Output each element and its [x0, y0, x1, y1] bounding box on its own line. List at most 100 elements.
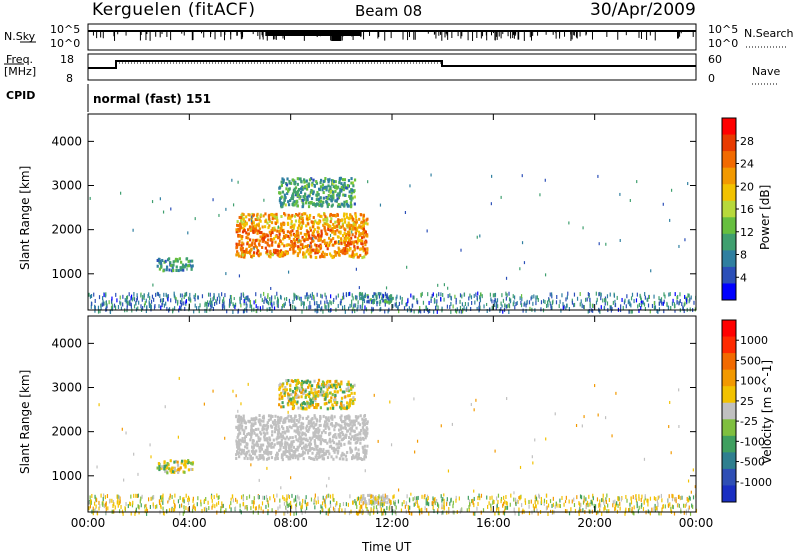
echo-cell [482, 508, 485, 513]
echo-cell [614, 303, 616, 308]
echo-cell [329, 422, 332, 426]
echo-cell [185, 292, 187, 297]
echo-cell [329, 308, 331, 313]
echo-cell [137, 504, 139, 509]
echo-cell [311, 248, 314, 252]
echo-cell [422, 300, 425, 305]
echo-cell [597, 174, 599, 178]
echo-cell [654, 503, 656, 508]
echo-cell [648, 294, 650, 299]
y-tick-label: 4000 [51, 336, 82, 350]
echo-cell [339, 505, 341, 510]
echo-cell [344, 454, 348, 458]
echo-cell [520, 495, 522, 500]
echo-cell [613, 293, 616, 298]
echo-cell [266, 452, 269, 456]
echo-cell [259, 445, 262, 449]
echo-cell [310, 183, 314, 187]
echo-cell [309, 442, 313, 446]
echo-cell [360, 494, 362, 499]
echo-cell [360, 428, 363, 432]
echo-cell [361, 298, 365, 302]
echo-cell [361, 417, 364, 421]
echo-cell [595, 511, 598, 516]
echo-cell [151, 294, 154, 299]
echo-cell [294, 392, 298, 396]
echo-cell [329, 224, 332, 228]
echo-cell [287, 410, 289, 414]
echo-cell [513, 300, 515, 305]
echo-cell [356, 433, 359, 437]
echo-cell [280, 184, 283, 188]
echo-cell [309, 424, 312, 428]
echo-cell [362, 230, 365, 234]
echo-cell [326, 241, 329, 245]
echo-cell [286, 392, 290, 396]
echo-cell [356, 416, 359, 420]
echo-cell [364, 451, 367, 455]
echo-cell [260, 419, 263, 423]
echo-cell [272, 445, 275, 449]
echo-cell [428, 300, 430, 305]
echo-cell [143, 296, 145, 301]
echo-cell [122, 511, 124, 516]
echo-cell [640, 301, 642, 306]
echo-cell [605, 242, 607, 246]
echo-cell [279, 239, 282, 243]
echo-cell [345, 236, 348, 240]
echo-cell [268, 306, 270, 311]
echo-cell [366, 422, 369, 426]
echo-cell [239, 219, 243, 223]
echo-cell [88, 292, 90, 297]
echo-cell [275, 212, 278, 216]
echo-cell [268, 230, 271, 234]
echo-cell [481, 294, 483, 299]
echo-cell [305, 502, 307, 507]
echo-cell [282, 229, 285, 233]
echo-cell [276, 303, 278, 308]
echo-cell [562, 302, 564, 307]
echo-cell [352, 296, 354, 301]
echo-cell [594, 507, 596, 512]
echo-cell [273, 228, 277, 232]
echo-cell [266, 450, 269, 454]
echo-cell [216, 502, 218, 507]
echo-cell [494, 297, 496, 302]
echo-cell [366, 300, 369, 304]
echo-cell [274, 414, 277, 418]
echo-cell [297, 188, 301, 192]
echo-cell [309, 384, 313, 388]
echo-cell [168, 268, 171, 272]
echo-cell [347, 244, 350, 248]
echo-cell [297, 420, 300, 424]
nsky-trace [88, 30, 696, 41]
echo-cell [362, 217, 365, 221]
echo-cell [545, 437, 547, 441]
echo-cell [357, 496, 359, 501]
echo-cell [352, 217, 355, 221]
echo-cell [392, 304, 394, 309]
echo-cell [333, 498, 335, 503]
echo-cell [424, 493, 426, 497]
echo-cell [361, 292, 364, 297]
echo-cell [236, 440, 240, 444]
echo-cell [99, 503, 101, 508]
echo-cell [261, 245, 264, 249]
echo-cell [282, 427, 285, 431]
echo-cell [253, 500, 255, 505]
echo-cell [107, 506, 109, 511]
echo-cell [561, 495, 563, 500]
echo-cell [192, 504, 194, 509]
echo-cell [241, 246, 244, 250]
echo-cell [483, 304, 485, 309]
echo-cell [225, 508, 227, 513]
echo-cell [290, 500, 292, 505]
echo-cell [399, 295, 401, 300]
echo-cell [348, 427, 351, 431]
echo-cell [276, 220, 279, 224]
echo-cell [303, 407, 306, 411]
echo-cell [288, 450, 291, 454]
echo-cell [321, 380, 325, 384]
echo-cell [331, 385, 334, 389]
echo-cell [505, 291, 507, 296]
